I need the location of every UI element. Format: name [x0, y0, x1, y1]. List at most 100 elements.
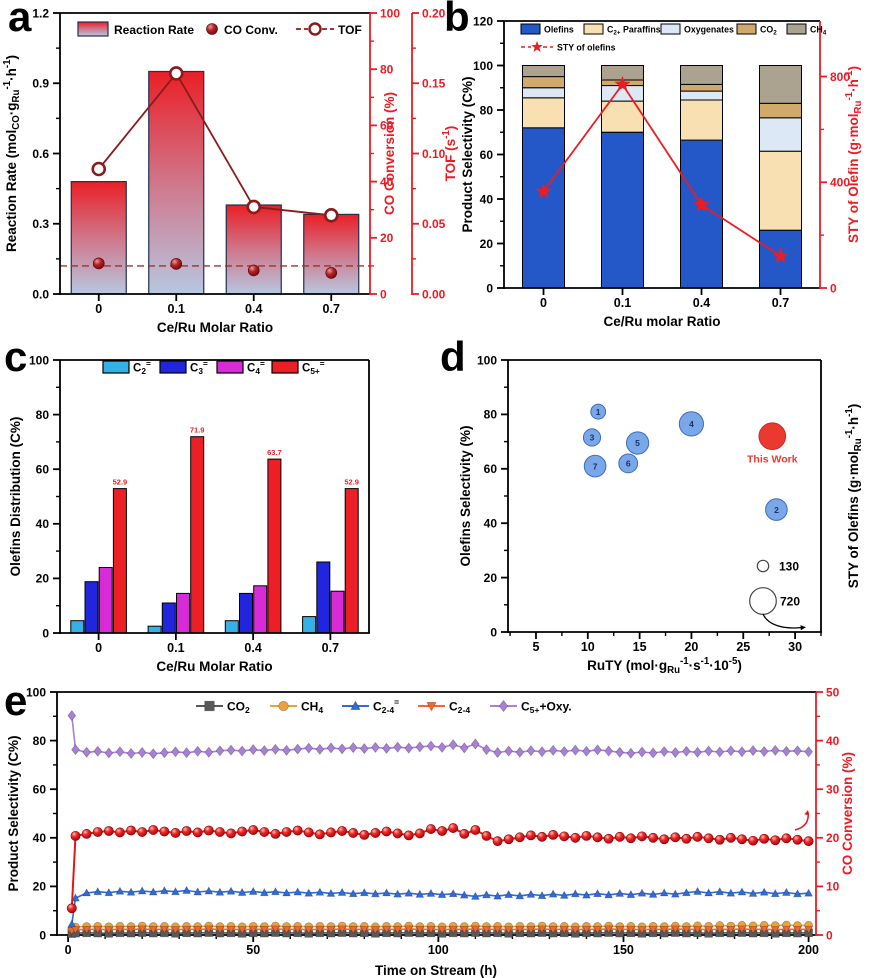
- svg-text:40: 40: [33, 831, 47, 845]
- sty-star: [693, 196, 710, 212]
- panel-d: 0 20 40 60 80 100 5 10 15 20 25 30 1 2 3 4 5 6 7 This Work O…: [458, 353, 864, 676]
- svg-text:RuTY (mol·gRu-1·s-1·10-5): RuTY (mol·gRu-1·s-1·10-5): [587, 656, 742, 676]
- svg-text:0.7: 0.7: [772, 296, 789, 310]
- tof-point: [168, 66, 184, 81]
- svg-text:100: 100: [29, 353, 49, 367]
- svg-text:25: 25: [736, 640, 750, 654]
- bubble-ref: [618, 453, 639, 474]
- axis-pointer-arrow: [794, 811, 809, 831]
- legend-swatch: [159, 360, 187, 374]
- svg-text:STY of olefins: STY of olefins: [557, 43, 616, 53]
- svg-text:60: 60: [484, 462, 498, 476]
- svg-text:0: 0: [486, 281, 493, 295]
- dist-bar: [224, 620, 239, 634]
- tof-point: [91, 161, 107, 177]
- svg-text:0: 0: [65, 943, 72, 957]
- svg-text:100: 100: [26, 685, 46, 699]
- svg-text:0.3: 0.3: [32, 217, 49, 231]
- svg-text:C5++Oxy.: C5++Oxy.: [521, 700, 572, 716]
- svg-text:0: 0: [95, 302, 102, 316]
- svg-text:150: 150: [613, 943, 634, 957]
- svg-text:0: 0: [95, 641, 102, 655]
- svg-text:C2-4=: C2-4=: [373, 697, 399, 715]
- stack-segment: [522, 97, 565, 129]
- svg-text:120: 120: [473, 14, 493, 28]
- stack-segment: [522, 76, 565, 89]
- panel-letter-e: e: [4, 677, 28, 724]
- stack-segment: [759, 150, 802, 231]
- svg-text:Oxygenates: Oxygenates: [684, 25, 734, 35]
- svg-text:0.4: 0.4: [693, 296, 710, 310]
- svg-text:40: 40: [480, 192, 494, 206]
- stack-segment: [680, 99, 723, 141]
- svg-text:C2-4: C2-4: [449, 700, 470, 716]
- svg-text:100: 100: [380, 6, 400, 20]
- svg-text:C3=: C3=: [190, 358, 208, 376]
- co-conv-point: [325, 267, 338, 279]
- svg-text:0.1: 0.1: [614, 296, 631, 310]
- stack-segment: [522, 127, 565, 289]
- svg-text:40: 40: [484, 517, 498, 531]
- dist-bar: [176, 592, 190, 634]
- svg-text:100: 100: [477, 353, 497, 367]
- svg-text:7: 7: [593, 461, 598, 471]
- svg-text:0: 0: [380, 287, 387, 301]
- panel-c: 52.9 71.9 63.7 52.9 0 20 40 60 80 100 0 0.1 0.4 0.7 Ol…: [8, 353, 370, 674]
- svg-text:0.10: 0.10: [422, 147, 446, 161]
- svg-text:C4=: C4=: [247, 358, 265, 376]
- legend-marker-tof: [308, 22, 322, 36]
- svg-text:60: 60: [380, 119, 394, 133]
- svg-text:0: 0: [490, 625, 497, 639]
- svg-text:720: 720: [780, 595, 800, 609]
- dist-bar: [147, 625, 162, 634]
- svg-text:CH4: CH4: [810, 25, 827, 37]
- dist-bar: [239, 592, 253, 634]
- bubble-ref: [626, 431, 650, 455]
- dist-bar: [161, 602, 176, 634]
- svg-text:80: 80: [33, 734, 47, 748]
- bubble-this-work: [758, 422, 787, 451]
- legend-swatch: [102, 360, 130, 374]
- legend-swatch: [786, 23, 807, 35]
- svg-text:50: 50: [826, 685, 840, 699]
- legend-swatch: [216, 360, 244, 374]
- svg-text:30: 30: [788, 640, 802, 654]
- svg-text:STY of Olefin (g·molRu-1·h-1): STY of Olefin (g·molRu-1·h-1): [844, 66, 864, 243]
- svg-text:80: 80: [484, 408, 498, 422]
- tof-point: [323, 208, 339, 223]
- svg-text:20: 20: [826, 831, 840, 845]
- svg-text:Ce/Ru Molar Ratio: Ce/Ru Molar Ratio: [157, 320, 273, 335]
- svg-text:Reaction Rate: Reaction Rate: [114, 23, 194, 37]
- reaction-rate-bar: [303, 213, 360, 295]
- size-legend-arrow: [762, 613, 803, 629]
- stack-segment: [522, 65, 565, 78]
- svg-text:4: 4: [689, 419, 694, 429]
- legend-swatch: [271, 360, 299, 374]
- sty-star: [614, 75, 631, 92]
- sty-star: [772, 247, 789, 263]
- panel-letter-c: c: [4, 333, 28, 380]
- legend-swatch: [520, 23, 541, 35]
- legend-swatch-reaction-rate: [77, 21, 109, 37]
- svg-text:TOF (s-1): TOF (s-1): [441, 126, 458, 182]
- stack-segment: [680, 83, 723, 92]
- legend-marker-sty-star: [531, 41, 543, 52]
- svg-text:6: 6: [626, 459, 631, 469]
- panel-letter-a: a: [8, 0, 32, 40]
- dist-bar: [253, 585, 268, 634]
- svg-text:CH4: CH4: [301, 700, 323, 716]
- legend-marker-co-conv: [206, 23, 218, 35]
- co-conv-point: [170, 258, 183, 270]
- svg-text:40: 40: [826, 734, 840, 748]
- svg-text:STY of Olefins (g·molRu-1·h-1): STY of Olefins (g·molRu-1·h-1): [844, 404, 864, 588]
- svg-text:0.0: 0.0: [32, 287, 49, 301]
- dist-bar: [316, 561, 331, 634]
- svg-text:60: 60: [33, 783, 47, 797]
- reaction-rate-bar: [225, 204, 282, 295]
- svg-text:TOF: TOF: [338, 23, 362, 37]
- svg-text:0.1: 0.1: [167, 641, 184, 655]
- svg-text:60: 60: [480, 148, 494, 162]
- svg-text:Olefins Distribution (C%): Olefins Distribution (C%): [8, 417, 23, 577]
- svg-text:20: 20: [480, 237, 494, 251]
- svg-text:52.9: 52.9: [113, 478, 128, 487]
